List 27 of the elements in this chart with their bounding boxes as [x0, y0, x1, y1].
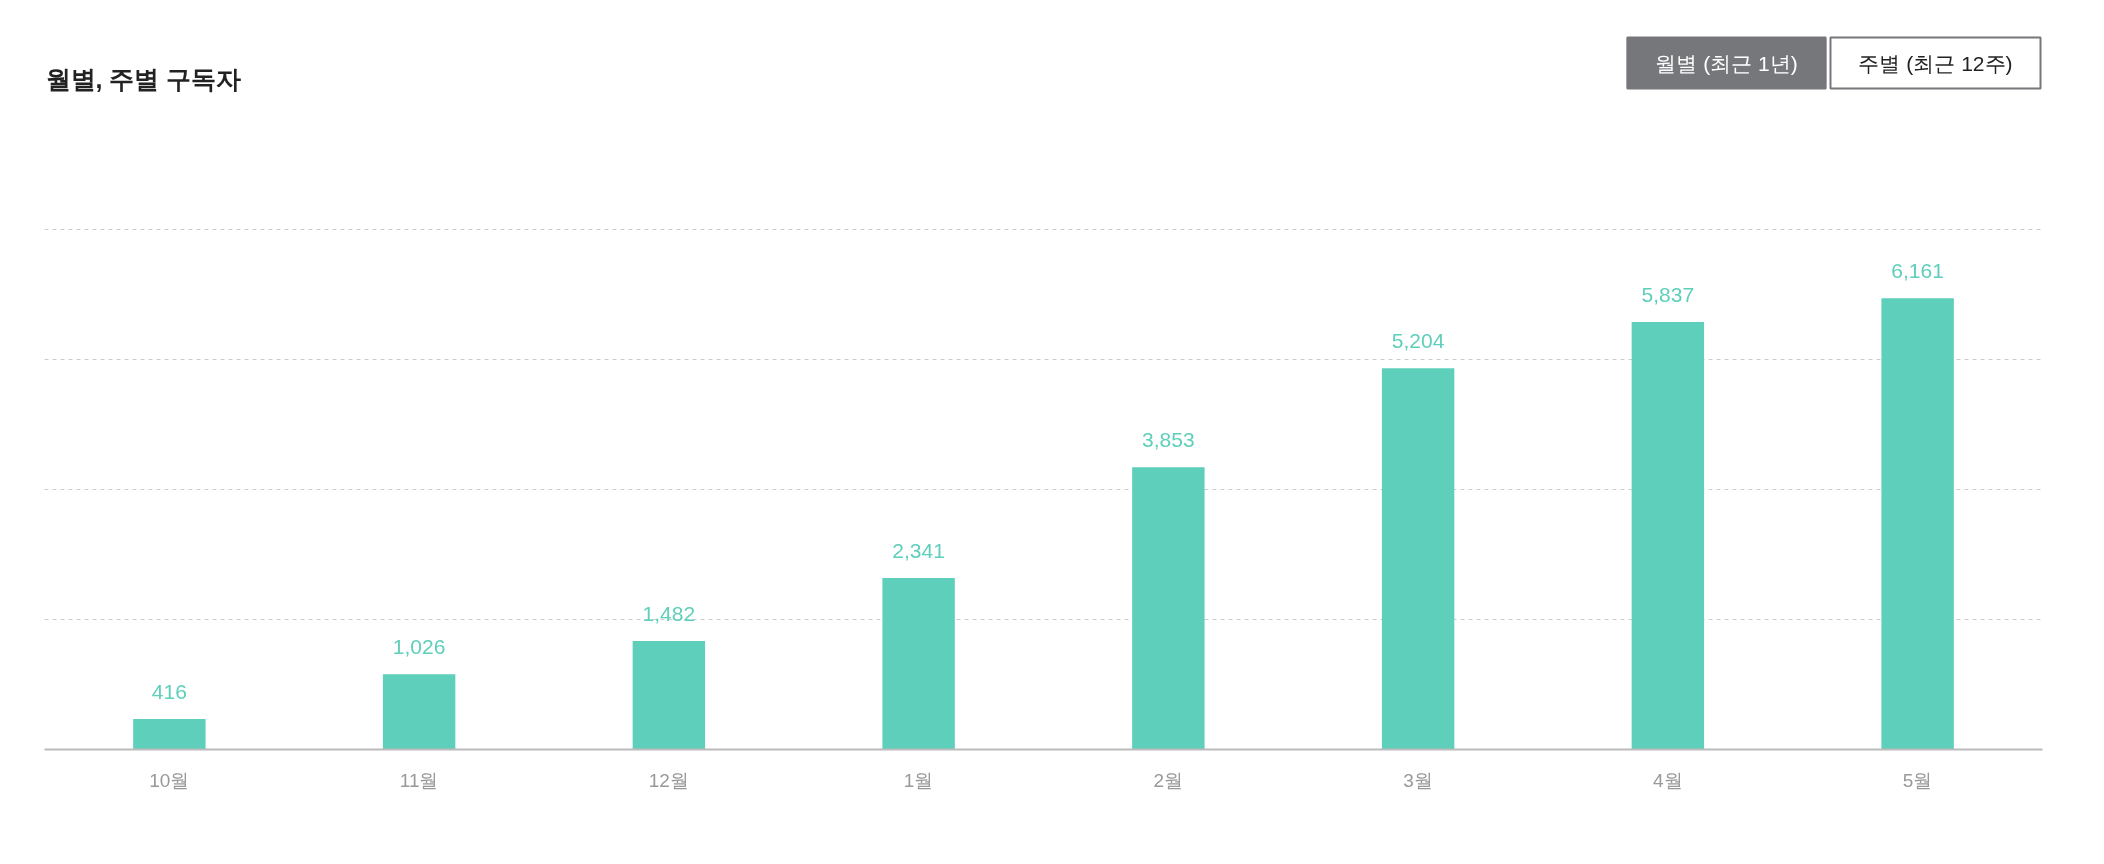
x-tick-label: 11월	[399, 769, 439, 791]
x-tick-label: 1월	[903, 769, 934, 791]
data-label: 6,161	[1891, 259, 1944, 283]
bar	[1132, 467, 1205, 750]
x-tick-label: 3월	[1403, 769, 1433, 791]
bar	[882, 578, 955, 750]
x-tick-label: 12월	[648, 769, 689, 791]
bar	[1381, 368, 1455, 750]
bar	[1881, 298, 1954, 750]
data-label: 1,482	[642, 601, 696, 625]
data-label: 2,341	[892, 539, 945, 563]
data-label: 5,837	[1641, 283, 1695, 306]
bar	[133, 719, 206, 750]
data-label: 5,204	[1391, 329, 1445, 353]
bar	[1631, 322, 1705, 750]
bar	[632, 640, 706, 750]
chart-title: 월별, 주별 구독자	[45, 64, 242, 93]
data-label: 416	[151, 680, 187, 704]
data-label: 3,853	[1142, 428, 1195, 452]
x-tick-label: 4월	[1653, 769, 1683, 791]
text: 주별 (최근 12주)	[1858, 51, 2013, 75]
text: 월별 (최근 1년)	[1655, 51, 1798, 75]
x-tick-label: 10월	[149, 769, 190, 791]
x-tick-label: 5월	[1902, 769, 1933, 791]
x-tick-label: 2월	[1153, 769, 1184, 791]
data-label: 1,026	[392, 635, 446, 659]
bar	[382, 674, 456, 750]
